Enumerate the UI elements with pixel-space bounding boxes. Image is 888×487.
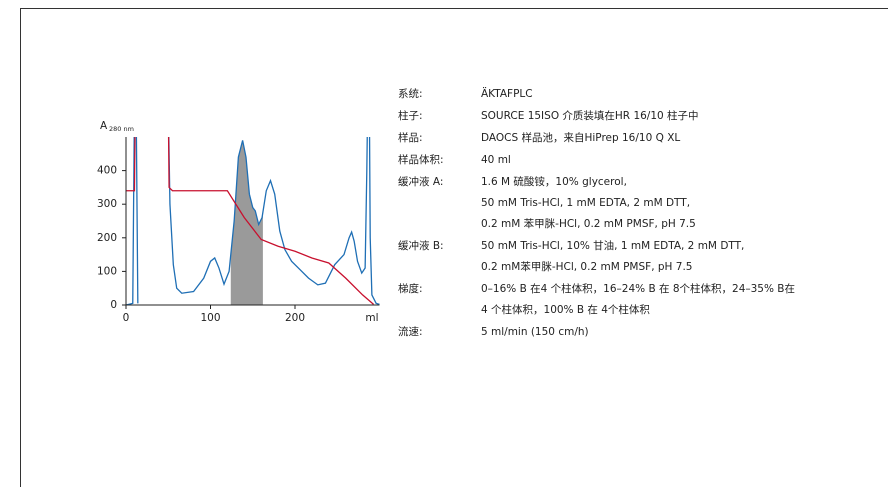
condition-value: 40 ml [481,154,511,166]
shaded-fraction [230,140,263,305]
condition-value: 50 mM Tris-HCl, 10% 甘油, 1 mM EDTA, 2 mM … [481,239,744,252]
condition-value: 0.2 mM 苯甲脒-HCl, 0.2 mM PMSF, pH 7.5 [481,217,696,230]
condition-label: 缓冲液 B: [398,239,444,252]
condition-label: 缓冲液 A: [398,175,443,188]
frame [20,8,888,487]
condition-value: ÄKTAFPLC [481,87,533,100]
condition-label: 流速: [398,325,423,338]
condition-label: 梯度: [398,282,423,295]
condition-value: 1.6 M 硫酸铵，10% glycerol, [481,175,627,188]
condition-value: 50 mM Tris-HCl, 1 mM EDTA, 2 mM DTT, [481,197,690,209]
x-tick-label: 0 [123,312,130,324]
condition-value: 0–16% B 在4 个柱体积，16–24% B 在 8个柱体积，24–35% … [481,282,795,295]
y-axis-label: A [100,120,108,132]
condition-value: 4 个柱体积，100% B 在 4个柱体积 [481,303,650,316]
condition-label: 系统: [398,87,423,100]
y-axis-label-sub: 280 nm [109,125,134,133]
plot-area [125,137,380,306]
condition-label: 柱子: [398,109,423,122]
condition-value: DAOCS 样品池，来自HiPrep 16/10 Q XL [481,131,680,144]
condition-value: SOURCE 15ISO 介质装填在HR 16/10 柱子中 [481,109,699,122]
y-tick-label: 100 [97,265,117,277]
x-tick-label: 100 [200,312,220,324]
condition-label: 样品体积: [398,153,444,166]
condition-value: 0.2 mM苯甲脒-HCl, 0.2 mM PMSF, pH 7.5 [481,260,692,273]
condition-value: 5 ml/min (150 cm/h) [481,326,589,338]
x-tick-label: 200 [285,312,305,324]
series-line [126,137,375,305]
condition-label: 样品: [398,131,423,144]
y-tick-label: 0 [110,299,117,311]
y-tick-label: 300 [97,198,117,210]
y-tick-label: 200 [97,232,117,244]
y-tick-label: 400 [97,165,117,177]
x-axis-label: ml [365,312,378,324]
series-line [125,137,380,306]
